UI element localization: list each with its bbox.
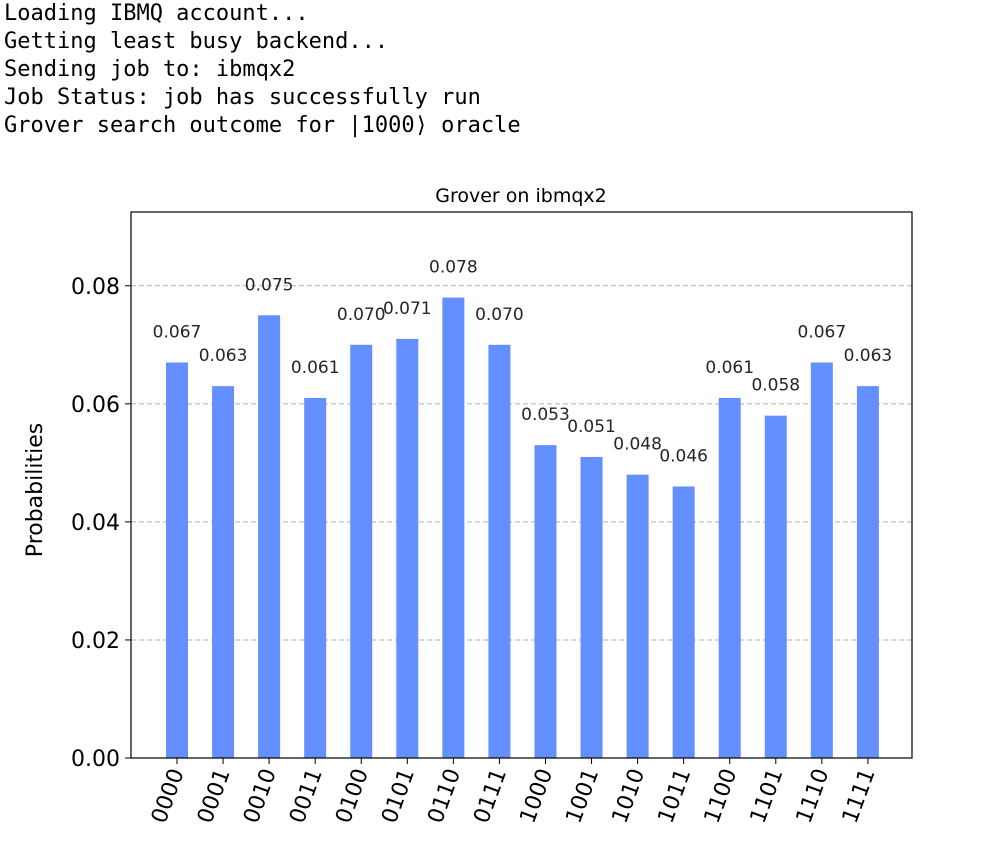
value-label: 0.061 — [291, 358, 340, 378]
x-tick-label: 1111 — [838, 766, 881, 827]
x-tick-label: 0001 — [193, 766, 236, 827]
console-line: Grover search outcome for |1000⟩ oracle — [4, 113, 521, 138]
y-tick-label: 0.02 — [71, 629, 120, 654]
bar — [166, 362, 188, 758]
x-tick-label: 0101 — [377, 766, 420, 827]
x-tick-label: 0100 — [331, 766, 374, 827]
bar — [856, 386, 879, 758]
x-tick-label: 0110 — [423, 766, 466, 827]
console-line: Loading IBMQ account... — [4, 1, 309, 26]
y-axis-ticks: 0.00 0.02 0.04 0.06 0.08 — [71, 275, 131, 772]
bar — [718, 397, 741, 758]
value-label: 0.061 — [705, 358, 754, 378]
value-labels: 0.0670.0630.0750.0610.0700.0710.0780.070… — [153, 258, 893, 467]
plot-frame — [130, 211, 913, 759]
bar — [764, 415, 787, 758]
x-tick-label: 1010 — [608, 766, 651, 827]
value-label: 0.053 — [521, 405, 570, 425]
chart-title: Grover on ibmqx2 — [435, 185, 606, 207]
x-tick-label: 0000 — [147, 766, 190, 827]
bar — [534, 445, 557, 758]
x-tick-label: 1100 — [700, 766, 743, 827]
y-tick-label: 0.00 — [71, 747, 120, 772]
bar — [442, 297, 465, 758]
x-tick-label: 1011 — [654, 766, 697, 827]
x-axis-ticks: 0000 0001 0010 0011 0100 0101 0110 0111 1000 1001… — [147, 758, 881, 827]
bar — [626, 474, 649, 758]
x-tick-label: 1101 — [746, 766, 789, 827]
bar — [488, 344, 511, 758]
value-label: 0.058 — [751, 376, 800, 396]
bar — [396, 338, 419, 758]
value-label: 0.070 — [337, 305, 386, 325]
bar — [258, 315, 281, 758]
value-label: 0.063 — [844, 346, 893, 366]
value-label: 0.070 — [475, 305, 524, 325]
console-line: Sending job to: ibmqx2 — [4, 57, 296, 82]
y-tick-label: 0.04 — [71, 511, 120, 536]
value-label: 0.063 — [199, 346, 248, 366]
value-label: 0.067 — [798, 323, 847, 343]
value-label: 0.075 — [245, 275, 294, 295]
value-label: 0.078 — [429, 258, 478, 278]
bar — [672, 486, 695, 758]
x-tick-label: 1001 — [562, 766, 605, 827]
bar — [350, 344, 373, 758]
value-label: 0.048 — [613, 435, 662, 455]
y-tick-label: 0.08 — [71, 275, 120, 300]
value-label: 0.071 — [383, 299, 432, 319]
y-tick-label: 0.06 — [71, 393, 120, 418]
x-tick-label: 0111 — [469, 766, 512, 827]
bar — [212, 386, 235, 758]
x-tick-label: 0010 — [239, 766, 282, 827]
x-tick-label: 1000 — [515, 766, 558, 827]
console-output: Loading IBMQ account... Getting least bu… — [4, 0, 521, 140]
bars — [166, 297, 879, 758]
bar — [304, 397, 327, 758]
value-label: 0.051 — [567, 417, 616, 437]
grid-lines — [131, 285, 912, 641]
y-axis-label: Probabilities — [23, 423, 48, 557]
bar — [810, 362, 833, 758]
bar — [580, 456, 603, 758]
console-line: Job Status: job has successfully run — [4, 85, 481, 110]
console-line: Getting least busy backend... — [4, 29, 389, 54]
x-tick-label: 1110 — [792, 766, 835, 827]
x-tick-label: 0011 — [285, 766, 328, 827]
value-label: 0.067 — [153, 323, 202, 343]
value-label: 0.046 — [659, 446, 708, 466]
